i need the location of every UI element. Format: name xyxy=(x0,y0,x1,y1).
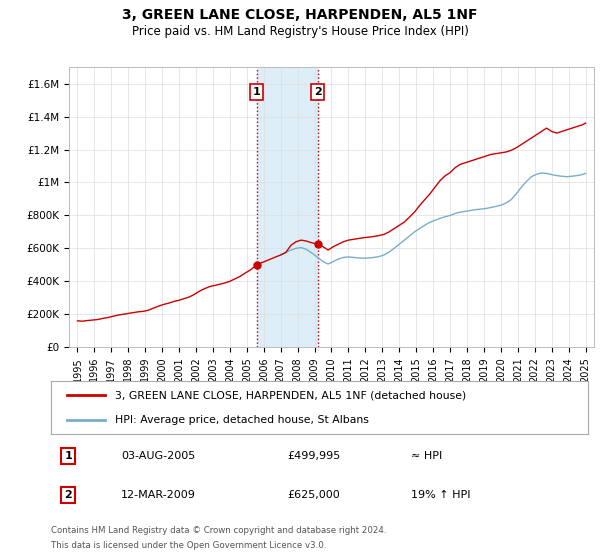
Text: 1: 1 xyxy=(64,451,72,461)
Text: 03-AUG-2005: 03-AUG-2005 xyxy=(121,451,195,461)
Text: £499,995: £499,995 xyxy=(287,451,341,461)
Text: 3, GREEN LANE CLOSE, HARPENDEN, AL5 1NF: 3, GREEN LANE CLOSE, HARPENDEN, AL5 1NF xyxy=(122,8,478,22)
Text: Price paid vs. HM Land Registry's House Price Index (HPI): Price paid vs. HM Land Registry's House … xyxy=(131,25,469,38)
Text: 2: 2 xyxy=(314,87,322,97)
Text: HPI: Average price, detached house, St Albans: HPI: Average price, detached house, St A… xyxy=(115,414,370,424)
Text: Contains HM Land Registry data © Crown copyright and database right 2024.: Contains HM Land Registry data © Crown c… xyxy=(51,526,386,535)
Bar xyxy=(257,67,318,347)
Text: 12-MAR-2009: 12-MAR-2009 xyxy=(121,490,196,500)
Text: £625,000: £625,000 xyxy=(287,490,340,500)
Text: This data is licensed under the Open Government Licence v3.0.: This data is licensed under the Open Gov… xyxy=(51,541,326,550)
Text: 19% ↑ HPI: 19% ↑ HPI xyxy=(411,490,470,500)
Text: ≈ HPI: ≈ HPI xyxy=(411,451,442,461)
Text: 2: 2 xyxy=(64,490,72,500)
Text: 1: 1 xyxy=(253,87,260,97)
Text: 3, GREEN LANE CLOSE, HARPENDEN, AL5 1NF (detached house): 3, GREEN LANE CLOSE, HARPENDEN, AL5 1NF … xyxy=(115,390,467,400)
